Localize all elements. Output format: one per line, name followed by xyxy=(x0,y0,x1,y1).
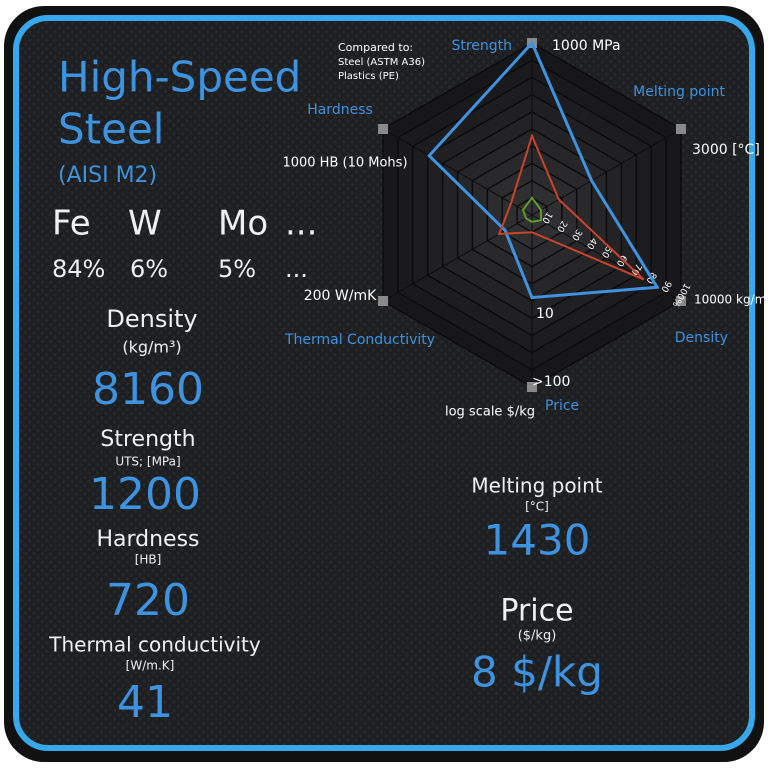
element: ... xyxy=(285,204,317,244)
axis-label: Thermal Conductivity xyxy=(284,332,435,348)
axis-scale: 200 W/mK xyxy=(304,288,377,304)
axis-marker xyxy=(378,124,389,134)
axis-label: Density xyxy=(675,330,728,346)
axis-marker xyxy=(527,382,537,392)
property-value: 1430 xyxy=(484,516,591,565)
property-unit: [°C] xyxy=(525,500,549,514)
axis-marker xyxy=(675,124,686,134)
axis-label: Hardness xyxy=(307,102,373,118)
axis-scale: 3000 [°C] xyxy=(692,142,760,158)
property-label: Density xyxy=(106,305,197,333)
series-line xyxy=(427,40,660,300)
property-label: Strength xyxy=(100,427,195,452)
axis-scale: 1000 MPa xyxy=(552,38,621,54)
property-unit: (kg/m³) xyxy=(122,338,181,357)
axis-label: Strength xyxy=(451,38,512,54)
property-value: 8160 xyxy=(92,364,204,415)
axis-line xyxy=(531,128,682,216)
axis-label: Melting point xyxy=(633,84,725,100)
axis-line xyxy=(382,128,533,216)
axis-line xyxy=(382,214,533,302)
element: W xyxy=(128,204,162,244)
element-percent: ... xyxy=(285,255,308,283)
element-percent: 84% xyxy=(52,255,105,283)
series-line xyxy=(497,132,645,281)
axis-note: log scale $/kg xyxy=(445,405,535,420)
title: Steel xyxy=(58,105,164,154)
property-unit: UTS; [MPa] xyxy=(115,455,180,469)
axis-scale: 1000 HB (10 Mohs) xyxy=(282,156,407,171)
element-percent: 5% xyxy=(218,255,256,283)
property-unit: [HB] xyxy=(135,553,162,567)
property-value: 41 xyxy=(117,677,173,728)
element-percent: 6% xyxy=(130,255,168,283)
designation: (AISI M2) xyxy=(58,163,157,188)
legend-entry: Steel (ASTM A36) xyxy=(338,57,425,68)
property-value: 8 $/kg xyxy=(471,648,603,697)
axis-marker xyxy=(675,296,686,306)
axis-mid-label: 10 xyxy=(536,306,554,322)
axis-marker xyxy=(378,296,389,306)
legend-title: Compared to: xyxy=(338,41,413,54)
series-line xyxy=(521,196,542,223)
axis-label: Price xyxy=(545,398,579,414)
element: Fe xyxy=(52,204,91,244)
legend-entry: Plastics (PE) xyxy=(338,71,399,82)
axis-scale: 10000 kg/m³ xyxy=(694,293,768,307)
property-label: Thermal conductivity xyxy=(48,633,261,657)
property-unit: ($/kg) xyxy=(518,629,557,644)
element: Mo xyxy=(218,204,268,244)
axis-scale: >100 xyxy=(532,374,570,390)
property-value: 720 xyxy=(106,575,190,626)
title: High-Speed xyxy=(58,53,301,102)
property-label: Hardness xyxy=(96,527,199,552)
property-label: Price xyxy=(500,594,573,629)
property-value: 1200 xyxy=(89,469,201,520)
property-label: Melting point xyxy=(471,474,602,498)
property-unit: [W/m.K] xyxy=(126,659,175,673)
